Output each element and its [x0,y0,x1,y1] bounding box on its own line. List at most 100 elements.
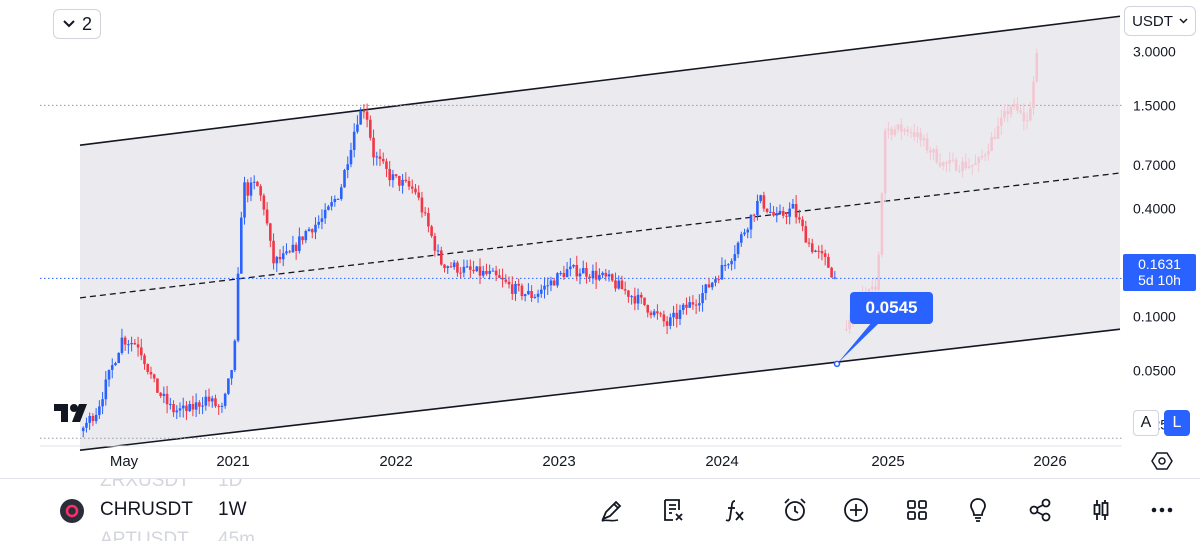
candle [227,378,230,394]
candle [91,415,95,422]
candle [88,415,91,423]
candle [723,264,727,266]
candle [814,250,817,253]
candle [349,149,353,165]
candle [675,312,679,319]
current-price-label: 0.1631 5d 10h [1123,254,1196,291]
alert-clock-icon [784,498,806,521]
candle [669,317,672,326]
indicators-button[interactable] [718,494,750,526]
projected-candle [912,132,916,137]
projected-candle [909,132,913,134]
candle [536,293,540,297]
more-button[interactable] [1146,494,1178,526]
projected-candle [941,162,945,166]
projected-candle [1012,103,1016,107]
candle [288,251,291,253]
candle [378,156,382,159]
parallel-channel[interactable] [79,15,1121,452]
projected-candle [954,159,958,171]
candle [449,266,453,268]
candle [820,251,824,254]
chart-style-button[interactable] [1085,494,1117,526]
candle [620,280,624,290]
projected-candle [1006,111,1010,115]
projected-candle [935,149,939,163]
candle [110,365,114,370]
candle [359,111,362,125]
next-symbol-ghost: APTUSDT 45m [100,529,255,541]
candle [285,251,288,254]
price-callout-label[interactable]: 0.0545 [850,292,933,324]
candle [491,270,495,272]
collapse-indicators-button[interactable]: 2 [53,9,101,39]
candle [369,119,372,138]
notes-button[interactable] [657,494,689,526]
grid-layout-icon [907,500,927,520]
candle [543,285,546,290]
projected-candle [919,132,922,141]
candle [343,170,346,188]
currency-selector[interactable]: USDT [1124,6,1196,36]
candle [594,270,598,280]
price-scale-label: 0.7000 [1133,157,1176,173]
projected-candle [999,117,1003,126]
time-scale-label: May [110,453,139,470]
candle [498,275,501,278]
candle [233,340,237,371]
symbol-name[interactable]: CHRUSDT [100,499,193,520]
candle [207,396,211,402]
time-scale-label: 2021 [216,453,249,470]
candle [204,396,208,406]
add-button[interactable] [840,494,872,526]
projected-candle [987,150,990,155]
time-scale[interactable]: May 2021 2022 2023 2024 2025 2026 [110,453,1067,470]
projected-candle [977,157,981,164]
alerts-button[interactable] [779,494,811,526]
interval-selector[interactable]: 1W [218,499,247,520]
candle [127,344,130,346]
candle [117,352,121,364]
candle [230,370,233,379]
candle [85,422,88,428]
layout-button[interactable] [901,494,933,526]
candle-style-icon [1093,500,1109,520]
candle [472,269,475,272]
projected-candle [961,161,964,171]
candle [633,296,637,304]
price-chart[interactable]: 3.00001.50000.70000.40000.20000.10000.05… [0,0,1200,478]
drawing-tools-button[interactable] [596,494,628,526]
candle [310,229,314,233]
candle [617,280,621,289]
candle [417,192,421,198]
price-scale[interactable]: 3.00001.50000.70000.40000.20000.10000.05… [1133,43,1176,432]
indicators-fx-icon [725,500,744,522]
candle [681,304,685,311]
candle [281,253,285,260]
candle [381,158,385,162]
ideas-button[interactable] [962,494,994,526]
candle [433,235,437,251]
candle [136,344,140,348]
share-button[interactable] [1024,494,1056,526]
tradingview-logo-icon [54,404,87,422]
price-scale-label: 0.1000 [1133,308,1176,324]
candle [778,210,782,214]
projected-candle [993,136,997,139]
projected-candle [845,329,848,331]
candle [256,181,259,187]
collapse-count: 2 [81,13,92,34]
candle [559,272,562,274]
candle [201,405,204,407]
price-scale-label: 0.4000 [1133,200,1176,216]
candle [469,266,472,270]
projected-candle [903,129,906,132]
candle [804,226,808,243]
candle [427,213,430,227]
channel-midline [79,172,1121,299]
log-scale-button[interactable]: L [1164,410,1190,436]
auto-scale-button[interactable]: A [1133,410,1159,436]
candle [823,253,827,257]
candle [775,213,779,216]
chart-settings-button[interactable] [1150,449,1174,473]
